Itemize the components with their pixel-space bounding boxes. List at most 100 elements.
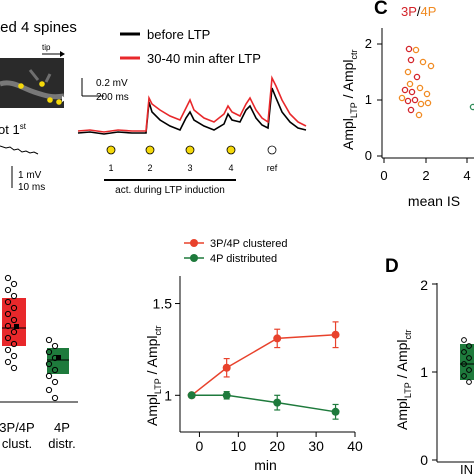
scatter-point [404,68,412,76]
data-point [222,391,231,400]
mean-marker-distributed [56,355,61,360]
chart-axes: 0 10 20 30 40 1 1.5 min AmplLTP / Amplctr [144,276,363,473]
micrograph-marker-icon [62,96,67,102]
uncaging-spot [18,83,24,89]
scatter-point [423,90,431,98]
spine-marker [106,145,116,155]
uncaging-spot [39,81,45,87]
panel-b: before LTP 30-40 min after LTP 0.2 mV 20… [77,27,307,196]
dot-distributed [51,366,59,374]
y-axis-label: AmplLTP / Amplctr [144,325,163,426]
dot-clustered [4,298,12,306]
dot-clustered [10,328,18,336]
dot-panel-d [466,379,472,385]
x-tick-label: 20 [269,438,285,454]
y-tick-label: 1 [164,387,172,403]
x-tick-label: 10 [231,438,247,454]
dot-panel-d [466,355,472,361]
box-panel-d [460,344,474,380]
y-tick-label: 1.5 [153,296,173,312]
scatter-point [416,84,424,92]
scatter-point [415,111,423,119]
x-tick-label: 0 [196,438,204,454]
scatter-point [417,100,425,108]
panel-d-ytick-label: 2 [420,277,428,293]
dot-distributed [51,394,59,402]
panel-c-legend: 3P/4P [401,4,436,19]
legend-swatch-marker [190,254,198,262]
x-tick-label: 30 [308,438,324,454]
dot-distributed [45,336,53,344]
dot-panel-d [466,343,472,349]
mean-marker-clustered [14,324,19,329]
dots-panel-d [461,337,472,385]
spine-marker [145,145,155,155]
panel-a-plot-label: ot 1st [0,122,27,137]
dot-clustered [4,310,12,318]
data-point [273,398,282,407]
panel-c-ytick-label: 2 [365,36,372,51]
panel-a-scale-x-label: 10 ms [18,182,45,193]
spine-label-3: 3 [187,163,192,173]
panel-b-scale-x-label: 200 ms [96,92,129,103]
dot-clustered [10,340,18,348]
dot-panel-d [461,337,467,343]
dot-distributed [45,372,53,380]
scatter-point [407,56,415,64]
series-line [191,394,336,413]
spine-label-1: 1 [108,163,113,173]
dot-panel-d [466,367,472,373]
ref-marker [267,145,277,155]
dot-panel-d [461,373,467,379]
uncaging-spot [47,97,53,103]
panel-c-ytick-label: 0 [365,148,372,163]
dot-clustered [4,286,12,294]
trace-after-ltp [77,75,307,133]
box-distributed [47,348,69,374]
spine-image [28,69,52,83]
scatter-point [413,73,421,81]
scatter-point [398,94,406,102]
panel-c-scatter [398,45,474,119]
trace-before-ltp [77,87,307,135]
spine-markers [106,145,277,155]
spine-label-4: 4 [228,163,233,173]
panel-e-tick-label: 4P [54,420,70,435]
scatter-point [404,97,412,105]
x-axis-label: min [254,457,277,473]
scatter-point [407,106,415,114]
dot-distributed [45,348,53,356]
legend-label: 3P/4P clustered [210,238,287,250]
dot-clustered [10,304,18,312]
panel-a-trace [0,145,39,155]
panel-d-ytick-label: 1 [420,364,428,380]
data-point [222,363,231,372]
dot-clustered [4,334,12,342]
dot-distributed [45,360,53,368]
panel-d-ytick-label: 0 [420,452,428,468]
dots-clustered [4,274,18,372]
dot-clustered [4,322,12,330]
data-point [187,391,196,400]
panel-a-scale-y-label: 1 mV [18,170,42,181]
dots-distributed [45,336,59,402]
panel-c-xtick-label: 4 [463,168,470,183]
spine-label-2: 2 [147,163,152,173]
panel-c-ylabel: AmplLTP / Amplctr [340,49,359,150]
panel-c-xtick-label: 2 [422,168,429,183]
dot-clustered [10,292,18,300]
panel-d-xtick-label: IN [460,462,473,474]
dot-distributed [45,386,53,394]
scatter-point [469,103,474,111]
panel-d-ylabel: AmplLTP / Amplctr [394,329,413,430]
panel-c-letter: C [374,0,388,19]
panel-e-tick-label: 3P/4P [0,420,35,435]
chart-legend: 3P/4P clustered 4P distributed [184,238,287,265]
panel-d: D 2 1 0 AmplLTP / Amplctr IN [385,256,474,474]
panel-b-scale-y-label: 0.2 mV [96,78,128,89]
scatter-point [412,46,420,54]
tip-label: tip [42,43,51,52]
scatter-point [405,45,413,53]
scatter-point [408,88,416,96]
